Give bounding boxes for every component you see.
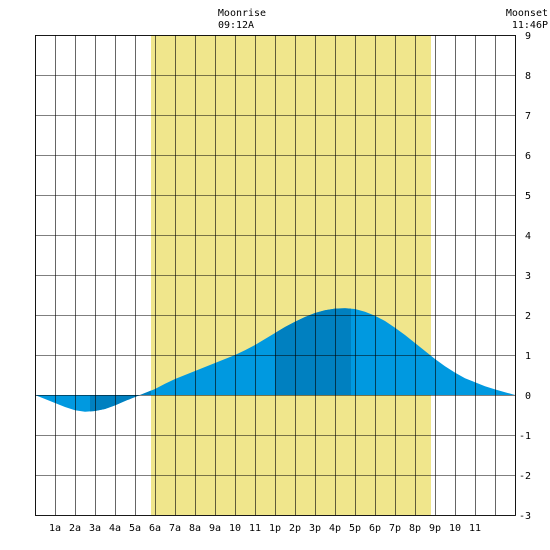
x-tick-label: 4a (109, 523, 121, 534)
y-tick-label: 2 (525, 311, 531, 322)
x-tick-label: 4p (329, 523, 341, 534)
x-tick-label: 3a (89, 523, 101, 534)
x-tick-label: 6a (149, 523, 161, 534)
y-tick-label: 8 (525, 71, 531, 82)
plot-frame (35, 35, 516, 516)
y-tick-label: 6 (525, 151, 531, 162)
y-tick-label: 9 (525, 31, 531, 42)
tide-layer (35, 308, 515, 412)
x-tick-label: 10 (449, 523, 461, 534)
x-tick-label: 2a (69, 523, 81, 534)
y-tick-label: 1 (525, 351, 531, 362)
x-tick-label: 8a (189, 523, 201, 534)
x-tick-label: 2p (289, 523, 301, 534)
daylight-band (151, 35, 431, 515)
x-axis-ticks: 1a 2a 3a 4a 5a 6a 7a 8a 9a 10 11 1p 2p 3p 4p 5p 6p 7p 8p 9p… (49, 523, 481, 534)
x-tick-label: 8p (409, 523, 421, 534)
x-tick-label: 7a (169, 523, 181, 534)
moonrise-label: Moonrise (218, 8, 266, 19)
y-tick-label: 0 (525, 391, 531, 402)
moonset-time: 11:46P (512, 20, 548, 31)
y-tick-label: 4 (525, 231, 531, 242)
moonset-label: Moonset (506, 8, 548, 19)
daylight-layer (151, 35, 431, 515)
x-tick-label: 3p (309, 523, 321, 534)
x-tick-label: 1a (49, 523, 61, 534)
y-tick-label: 7 (525, 111, 531, 122)
x-tick-label: 5a (129, 523, 141, 534)
moonrise-time: 09:12A (218, 20, 254, 31)
x-tick-label: 9a (209, 523, 221, 534)
x-tick-label: 1p (269, 523, 281, 534)
x-tick-label: 5p (349, 523, 361, 534)
x-tick-label: 10 (229, 523, 241, 534)
grid (35, 35, 516, 516)
x-tick-label: 11 (469, 523, 481, 534)
y-tick-label: -1 (519, 431, 531, 442)
y-tick-label: 5 (525, 191, 531, 202)
y-tick-label: 3 (525, 271, 531, 282)
y-tick-label: -2 (519, 471, 531, 482)
y-axis-ticks: -3 -2 -1 0 1 2 3 4 5 6 7 8 9 (519, 31, 531, 522)
y-tick-label: -3 (519, 511, 531, 522)
x-tick-label: 7p (389, 523, 401, 534)
tide-area-shaded (275, 308, 351, 395)
x-tick-label: 6p (369, 523, 381, 534)
x-tick-label: 9p (429, 523, 441, 534)
x-tick-label: 11 (249, 523, 261, 534)
